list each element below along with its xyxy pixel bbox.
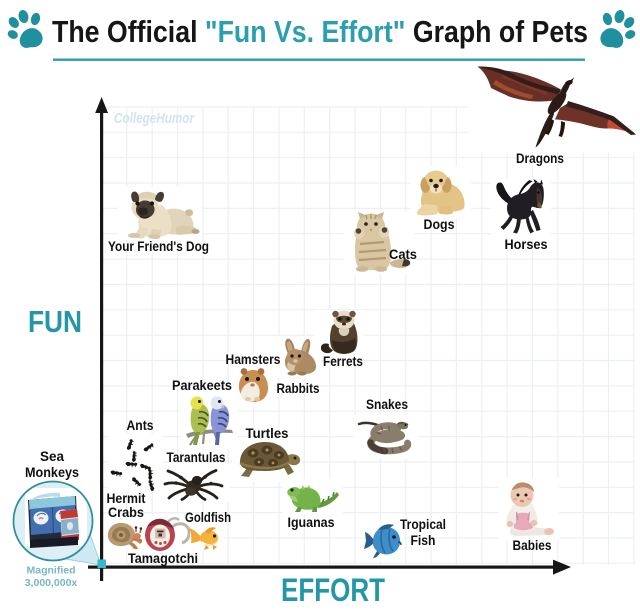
svg-text:Tropical: Tropical — [400, 517, 446, 532]
svg-text:Cats: Cats — [389, 247, 417, 262]
svg-text:Monkeys: Monkeys — [25, 465, 79, 480]
svg-text:Crabs: Crabs — [108, 505, 144, 520]
svg-text:Hermit: Hermit — [107, 491, 146, 506]
svg-text:Tarantulas: Tarantulas — [167, 450, 226, 465]
svg-text:Horses: Horses — [505, 237, 548, 252]
svg-text:Ants: Ants — [127, 418, 154, 433]
svg-text:Rabbits: Rabbits — [277, 381, 320, 396]
svg-text:Snakes: Snakes — [366, 397, 408, 412]
svg-text:Ferrets: Ferrets — [323, 354, 363, 369]
svg-text:Sea: Sea — [40, 449, 65, 464]
svg-text:Dogs: Dogs — [424, 217, 455, 232]
svg-text:3,000,000x: 3,000,000x — [25, 577, 78, 589]
svg-text:Hamsters: Hamsters — [226, 352, 281, 367]
svg-text:CollegeHumor: CollegeHumor — [114, 110, 195, 127]
svg-text:The Official "Fun Vs. Effort": The Official "Fun Vs. Effort" Graph of P… — [52, 14, 588, 49]
svg-text:FUN: FUN — [28, 304, 82, 339]
svg-text:Turtles: Turtles — [246, 426, 289, 441]
svg-text:Your Friend's Dog: Your Friend's Dog — [108, 239, 209, 254]
svg-text:Tamagotchi: Tamagotchi — [128, 551, 198, 566]
svg-text:Magnified: Magnified — [27, 565, 76, 577]
svg-text:Iguanas: Iguanas — [288, 515, 335, 530]
svg-text:Goldfish: Goldfish — [185, 510, 231, 525]
svg-text:Parakeets: Parakeets — [172, 378, 232, 393]
svg-text:EFFORT: EFFORT — [281, 572, 385, 608]
svg-text:Fish: Fish — [411, 533, 436, 548]
svg-text:Babies: Babies — [513, 538, 552, 553]
svg-text:Dragons: Dragons — [516, 151, 564, 166]
